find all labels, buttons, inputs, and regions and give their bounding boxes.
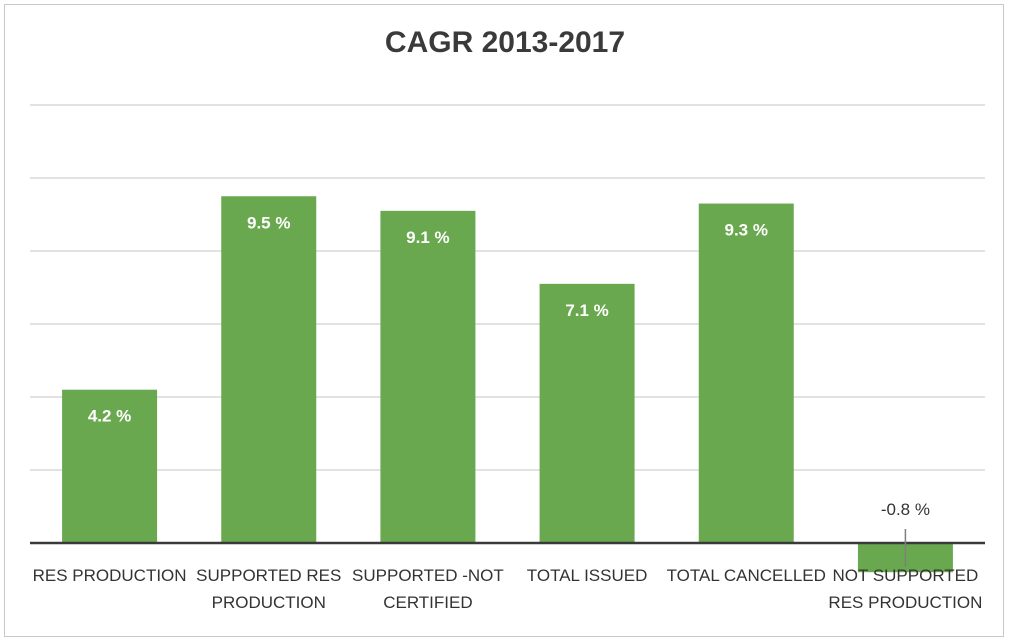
category-labels: RES PRODUCTION SUPPORTED RES PRODUCTION SUP… [33,566,983,612]
category-label: NOT SUPPORTED [833,566,979,585]
bar [698,203,794,544]
bar [62,389,158,543]
category-label: RES PRODUCTION [828,593,982,612]
chart-frame [4,4,1004,637]
bar [221,196,317,543]
data-label: 7.1 % [565,301,608,320]
data-label: 9.1 % [406,228,449,247]
category-label: TOTAL ISSUED [527,566,648,585]
category-label: SUPPORTED -NOT [352,566,504,585]
bar [380,210,476,543]
chart-title: CAGR 2013-2017 [384,26,626,59]
category-label: CERTIFIED [383,593,472,612]
data-label: 9.3 % [725,221,768,240]
gridlines [30,104,985,471]
category-label: PRODUCTION [212,593,326,612]
data-label: -0.8 % [881,500,930,519]
category-label: TOTAL CANCELLED [667,566,826,585]
data-labels: 4.2 % 9.5 % 9.1 % 7.1 % 9.3 % -0.8 % [88,213,930,567]
data-label: 4.2 % [88,407,131,426]
category-label: RES PRODUCTION [33,566,187,585]
category-label: SUPPORTED RES [196,566,341,585]
bar [539,283,635,543]
data-label: 9.5 % [247,213,290,232]
bars [62,196,953,573]
